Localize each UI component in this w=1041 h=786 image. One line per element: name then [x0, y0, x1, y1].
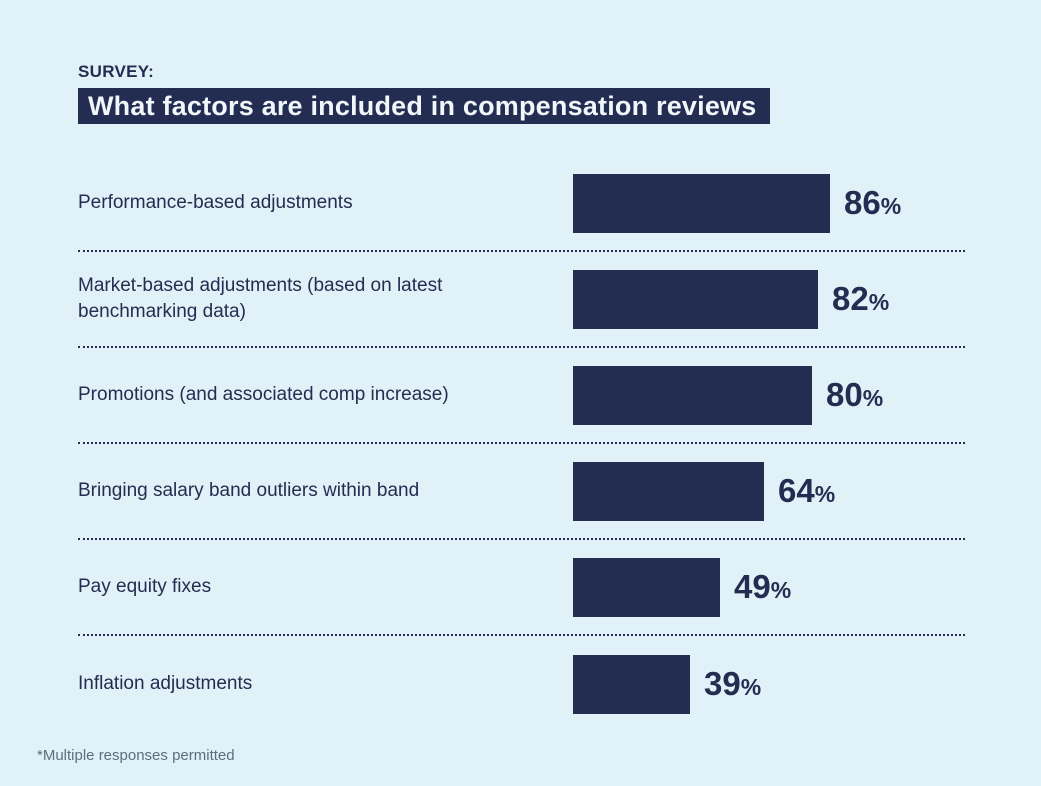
category-label: Pay equity fixes	[78, 576, 212, 597]
bar-chart: Performance-based adjustments 86% Market…	[78, 156, 965, 732]
chart-title-banner: What factors are included in compensatio…	[78, 88, 771, 124]
category-label: Inflation adjustments	[78, 673, 253, 694]
value-label: 64%	[778, 472, 835, 510]
category-label: Bringing salary band outliers within ban…	[78, 480, 420, 501]
chart-row: Performance-based adjustments 86%	[78, 156, 965, 252]
chart-row: Promotions (and associated comp increase…	[78, 348, 965, 444]
chart-row: Bringing salary band outliers within ban…	[78, 444, 965, 540]
bar-area: 49%	[573, 540, 965, 634]
value-label: 49%	[734, 568, 791, 606]
value-label: 39%	[704, 665, 761, 703]
bar	[573, 461, 764, 521]
value-unit: %	[868, 289, 890, 315]
value-unit: %	[862, 385, 884, 411]
value-label: 86%	[844, 184, 901, 222]
bar-area: 80%	[573, 348, 965, 442]
bar	[573, 173, 830, 233]
value-number: 82	[832, 280, 869, 317]
bar-area: 39%	[573, 636, 965, 732]
value-unit: %	[814, 481, 836, 507]
chart-row: Market-based adjustments (based on lates…	[78, 252, 965, 348]
bar-area: 86%	[573, 156, 965, 250]
bar-area: 82%	[573, 252, 965, 346]
value-unit: %	[880, 193, 902, 219]
bar	[573, 654, 690, 714]
category-label: Performance-based adjustments	[78, 192, 353, 213]
footnote: *Multiple responses permitted	[37, 747, 235, 764]
bar	[573, 269, 818, 329]
bar-area: 64%	[573, 444, 965, 538]
value-number: 39	[704, 665, 741, 702]
chart-title: What factors are included in compensatio…	[88, 90, 757, 121]
value-label: 82%	[832, 280, 889, 318]
bar	[573, 365, 812, 425]
value-number: 49	[734, 568, 771, 605]
value-unit: %	[770, 577, 792, 603]
category-label: Promotions (and associated comp increase…	[78, 384, 449, 405]
value-label: 80%	[826, 376, 883, 414]
value-number: 86	[844, 184, 881, 221]
value-unit: %	[740, 674, 762, 700]
category-label: Market-based adjustments (based on lates…	[78, 275, 443, 322]
bar	[573, 557, 720, 617]
value-number: 64	[778, 472, 815, 509]
value-number: 80	[826, 376, 863, 413]
chart-row: Pay equity fixes 49%	[78, 540, 965, 636]
chart-row: Inflation adjustments 39%	[78, 636, 965, 732]
survey-kicker: SURVEY:	[78, 62, 155, 81]
